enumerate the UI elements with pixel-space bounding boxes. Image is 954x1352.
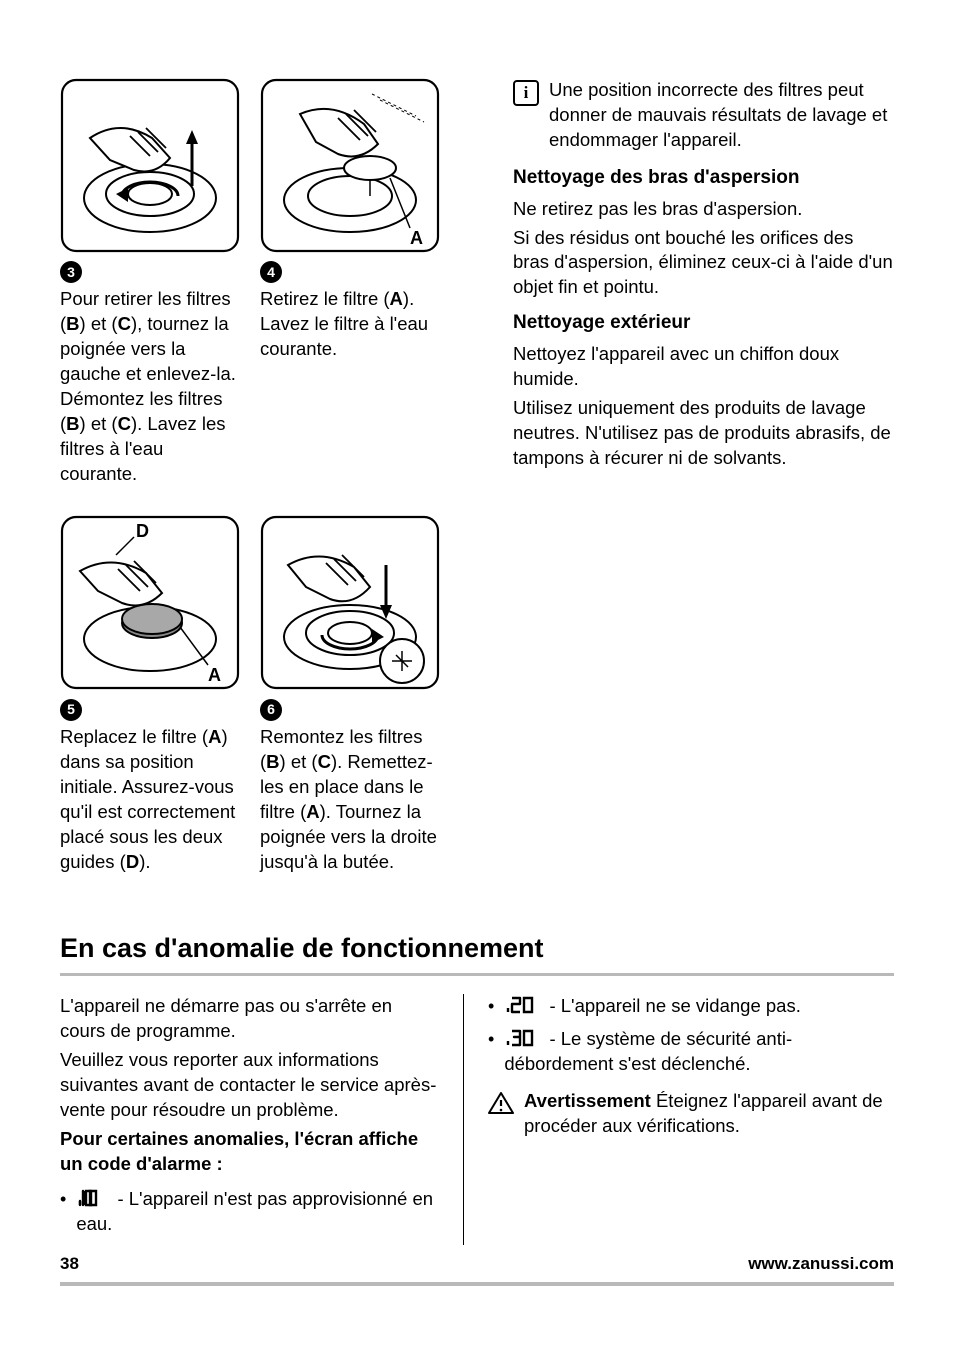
alarm-code-1: - L'appareil n'est pas approvisionné en …: [60, 1187, 439, 1237]
steps-column: 3 Pour retirer les filtres (B) et (C), t…: [60, 78, 440, 902]
step-6: 6 Remontez les filtres (B) et (C). Remet…: [260, 515, 440, 874]
troubleshoot-title: En cas d'anomalie de fonctionnement: [60, 930, 894, 966]
heading-spray-arms: Nettoyage des bras d'aspersion: [513, 165, 894, 191]
troubleshoot-right-col: - L'appareil ne se vidange pas. - Le sys…: [464, 994, 894, 1245]
spray-arms-p2: Si des résidus ont bouché les orifices d…: [513, 226, 894, 301]
troubleshoot-left-col: L'appareil ne démarre pas ou s'arrête en…: [60, 994, 464, 1245]
alarm-code-2-icon: [504, 995, 544, 1016]
step-4: A 4 Retirez le filtre (A). Lavez le filt…: [260, 78, 440, 487]
svg-text:A: A: [208, 665, 221, 685]
info-icon: i: [513, 80, 539, 106]
exterior-p2: Utilisez uniquement des produits de lava…: [513, 396, 894, 471]
svg-text:A: A: [410, 228, 423, 248]
alarm-code-1-icon: [76, 1188, 112, 1209]
page-footer: 38 www.zanussi.com: [60, 1253, 894, 1286]
step-3-number: 3: [60, 261, 82, 283]
alarm-code-3-text: - Le système de sécurité anti-débordemen…: [504, 1028, 792, 1074]
alarm-code-3-icon: [504, 1028, 544, 1049]
troubleshoot-intro-1: L'appareil ne démarre pas ou s'arrête en…: [60, 994, 439, 1044]
step-5-figure: D A: [60, 515, 240, 690]
troubleshoot-intro-2: Veuillez vous reporter aux informations …: [60, 1048, 439, 1123]
step-3-figure: [60, 78, 240, 253]
spray-arms-p1: Ne retirez pas les bras d'aspersion.: [513, 197, 894, 222]
warning-text: Avertissement Éteignez l'appareil avant …: [524, 1089, 894, 1139]
step-5-number: 5: [60, 699, 82, 721]
troubleshoot-subhead: Pour certaines anomalies, l'écran affich…: [60, 1127, 439, 1177]
step-4-number: 4: [260, 261, 282, 283]
step-4-figure: A: [260, 78, 440, 253]
step-5: D A 5 Replacez le filtre (A) dans sa pos…: [60, 515, 240, 874]
info-note-text: Une position incorrecte des filtres peut…: [549, 78, 894, 153]
footer-url: www.zanussi.com: [748, 1253, 894, 1276]
step-6-number: 6: [260, 699, 282, 721]
step-6-text: Remontez les filtres (B) et (C). Remette…: [260, 725, 440, 875]
alarm-code-1-text: - L'appareil n'est pas approvisionné en …: [76, 1188, 433, 1234]
alarm-code-2: - L'appareil ne se vidange pas.: [488, 994, 894, 1019]
section-rule: [60, 973, 894, 976]
step-4-text: Retirez le filtre (A). Lavez le filtre à…: [260, 287, 440, 362]
step-6-figure: [260, 515, 440, 690]
step-3-text: Pour retirer les filtres (B) et (C), tou…: [60, 287, 240, 487]
step-5-text: Replacez le filtre (A) dans sa position …: [60, 725, 240, 875]
warning-note: Avertissement Éteignez l'appareil avant …: [488, 1089, 894, 1139]
heading-exterior: Nettoyage extérieur: [513, 310, 894, 336]
svg-text:D: D: [136, 521, 149, 541]
info-note: i Une position incorrecte des filtres pe…: [513, 78, 894, 153]
right-column: i Une position incorrecte des filtres pe…: [513, 78, 894, 902]
alarm-code-2-text: - L'appareil ne se vidange pas.: [544, 995, 801, 1016]
page-number: 38: [60, 1253, 79, 1276]
exterior-p1: Nettoyez l'appareil avec un chiffon doux…: [513, 342, 894, 392]
alarm-code-3: - Le système de sécurité anti-débordemen…: [488, 1027, 894, 1077]
warning-icon: [488, 1091, 514, 1115]
footer-rule: [60, 1282, 894, 1286]
step-3: 3 Pour retirer les filtres (B) et (C), t…: [60, 78, 240, 487]
